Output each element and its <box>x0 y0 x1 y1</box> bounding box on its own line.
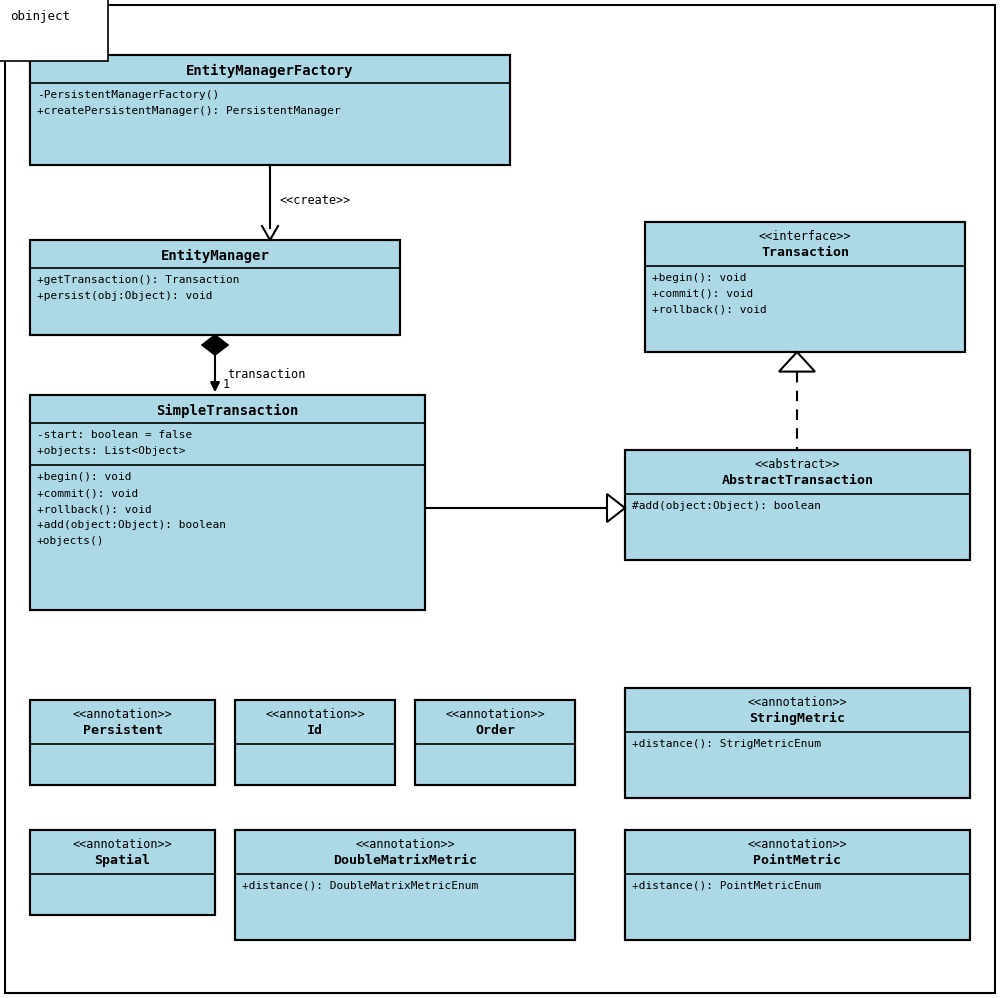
Text: +distance(): DoubleMatrixMetricEnum: +distance(): DoubleMatrixMetricEnum <box>242 881 478 891</box>
Text: <<annotation>>: <<annotation>> <box>445 708 545 721</box>
Polygon shape <box>607 494 625 522</box>
Text: DoubleMatrixMetric: DoubleMatrixMetric <box>333 853 477 866</box>
Text: <<interface>>: <<interface>> <box>759 230 851 243</box>
Bar <box>625 830 970 940</box>
Text: +rollback(): void: +rollback(): void <box>37 504 152 514</box>
Text: +objects(): +objects() <box>37 536 104 546</box>
Text: +createPersistentManager(): PersistentManager: +createPersistentManager(): PersistentMa… <box>37 106 341 116</box>
Text: +distance(): PointMetricEnum: +distance(): PointMetricEnum <box>632 881 821 891</box>
Text: Transaction: Transaction <box>761 246 849 258</box>
Bar <box>415 700 575 785</box>
Text: +begin(): void: +begin(): void <box>37 472 132 482</box>
Text: +commit(): void: +commit(): void <box>37 488 138 498</box>
Text: <<create>>: <<create>> <box>280 194 351 207</box>
Bar <box>30 830 215 915</box>
Text: EntityManager: EntityManager <box>161 249 269 263</box>
Bar <box>235 830 575 940</box>
Text: <<annotation>>: <<annotation>> <box>265 708 365 721</box>
Text: AbstractTransaction: AbstractTransaction <box>722 473 874 486</box>
Bar <box>30 700 215 785</box>
Text: EntityManagerFactory: EntityManagerFactory <box>186 64 354 78</box>
Text: <<annotation>>: <<annotation>> <box>748 696 847 709</box>
Text: +objects: List<Object>: +objects: List<Object> <box>37 446 186 456</box>
Text: <<annotation>>: <<annotation>> <box>73 837 172 850</box>
Text: <<annotation>>: <<annotation>> <box>355 837 455 850</box>
Text: StringMetric: StringMetric <box>750 712 846 725</box>
Bar <box>625 688 970 798</box>
Bar <box>625 688 970 798</box>
Text: SimpleTransaction: SimpleTransaction <box>156 404 299 418</box>
Bar <box>30 395 425 610</box>
Bar <box>235 830 575 940</box>
Text: +persist(obj:Object): void: +persist(obj:Object): void <box>37 291 212 301</box>
Text: +commit(): void: +commit(): void <box>652 289 753 299</box>
Text: Id: Id <box>307 724 323 737</box>
Text: <<abstract>>: <<abstract>> <box>755 457 840 470</box>
Bar <box>30 830 215 915</box>
Text: +begin(): void: +begin(): void <box>652 273 746 283</box>
Polygon shape <box>202 335 228 355</box>
Bar <box>645 222 965 352</box>
Bar <box>30 700 215 785</box>
Text: <<annotation>>: <<annotation>> <box>748 837 847 850</box>
Text: Order: Order <box>475 724 515 737</box>
Text: transaction: transaction <box>227 368 305 381</box>
Bar <box>625 450 970 560</box>
Text: 1: 1 <box>223 378 230 391</box>
Bar <box>30 240 400 335</box>
Bar <box>625 830 970 940</box>
Bar <box>235 700 395 785</box>
Text: +rollback(): void: +rollback(): void <box>652 305 767 315</box>
Bar <box>415 700 575 785</box>
Text: +add(object:Object): boolean: +add(object:Object): boolean <box>37 520 226 530</box>
Text: <<annotation>>: <<annotation>> <box>73 708 172 721</box>
Text: Persistent: Persistent <box>82 724 162 737</box>
Text: +getTransaction(): Transaction: +getTransaction(): Transaction <box>37 275 240 285</box>
Bar <box>235 700 395 785</box>
Bar <box>30 55 510 165</box>
Bar <box>645 222 965 352</box>
Text: -start: boolean = false: -start: boolean = false <box>37 430 192 440</box>
Text: #add(object:Object): boolean: #add(object:Object): boolean <box>632 501 821 511</box>
Bar <box>30 395 425 610</box>
Text: PointMetric: PointMetric <box>754 853 842 866</box>
Bar <box>30 55 510 165</box>
Bar <box>625 450 970 560</box>
Text: Spatial: Spatial <box>94 853 150 866</box>
Polygon shape <box>779 352 815 371</box>
Text: obinject: obinject <box>10 10 70 23</box>
Bar <box>30 240 400 335</box>
Text: -PersistentManagerFactory(): -PersistentManagerFactory() <box>37 90 219 100</box>
Text: +distance(): StrigMetricEnum: +distance(): StrigMetricEnum <box>632 739 821 749</box>
